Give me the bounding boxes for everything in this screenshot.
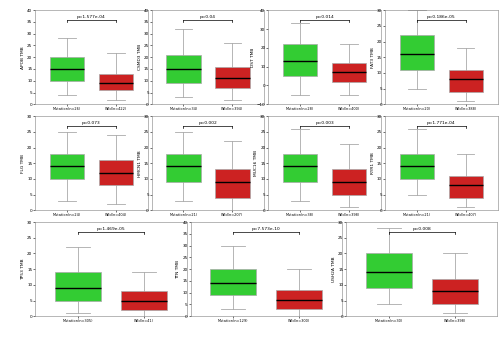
Bar — [216, 67, 250, 88]
Text: p=0.008: p=0.008 — [412, 226, 431, 231]
Bar — [366, 254, 412, 288]
Bar — [283, 154, 317, 182]
Y-axis label: CSMD3 TMB: CSMD3 TMB — [138, 44, 141, 70]
Bar — [448, 70, 483, 92]
Bar — [216, 169, 250, 198]
Bar — [400, 154, 434, 179]
Bar — [276, 290, 322, 309]
Bar — [432, 278, 478, 304]
Bar — [120, 291, 166, 310]
Text: p=0.003: p=0.003 — [315, 121, 334, 125]
Text: p=0.002: p=0.002 — [198, 121, 218, 125]
Bar — [283, 44, 317, 76]
Bar — [50, 57, 84, 81]
Y-axis label: USH2A TMB: USH2A TMB — [332, 256, 336, 282]
Text: p=1.469e-05: p=1.469e-05 — [96, 226, 125, 231]
Text: p=0.186e-05: p=0.186e-05 — [427, 15, 456, 19]
Text: p=7.573e-10: p=7.573e-10 — [252, 226, 280, 231]
Bar — [166, 55, 200, 83]
Y-axis label: MUC16 TMB: MUC16 TMB — [254, 150, 258, 176]
Y-axis label: FAT3 TMB: FAT3 TMB — [371, 47, 375, 68]
Y-axis label: HMCN1 TMB: HMCN1 TMB — [138, 150, 141, 176]
Bar — [332, 63, 366, 82]
Bar — [210, 269, 256, 295]
Bar — [400, 35, 434, 70]
Y-axis label: FLG TMB: FLG TMB — [21, 154, 25, 173]
Y-axis label: TP53 TMB: TP53 TMB — [21, 258, 25, 280]
Text: p=1.577e-04: p=1.577e-04 — [77, 15, 106, 19]
Text: p=1.771e-04: p=1.771e-04 — [427, 121, 456, 125]
Bar — [332, 169, 366, 194]
Bar — [448, 176, 483, 198]
Y-axis label: DST TMB: DST TMB — [251, 48, 255, 67]
Y-axis label: RYR1 TMB: RYR1 TMB — [371, 152, 375, 174]
Y-axis label: APOB TMB: APOB TMB — [21, 46, 25, 69]
Bar — [50, 154, 84, 179]
Text: p=0.04: p=0.04 — [200, 15, 216, 19]
Bar — [166, 154, 200, 182]
Bar — [98, 74, 133, 90]
Text: p=0.073: p=0.073 — [82, 121, 100, 125]
Bar — [98, 160, 133, 185]
Text: p=0.014: p=0.014 — [315, 15, 334, 19]
Bar — [55, 272, 101, 301]
Y-axis label: TTN TMB: TTN TMB — [176, 260, 180, 279]
